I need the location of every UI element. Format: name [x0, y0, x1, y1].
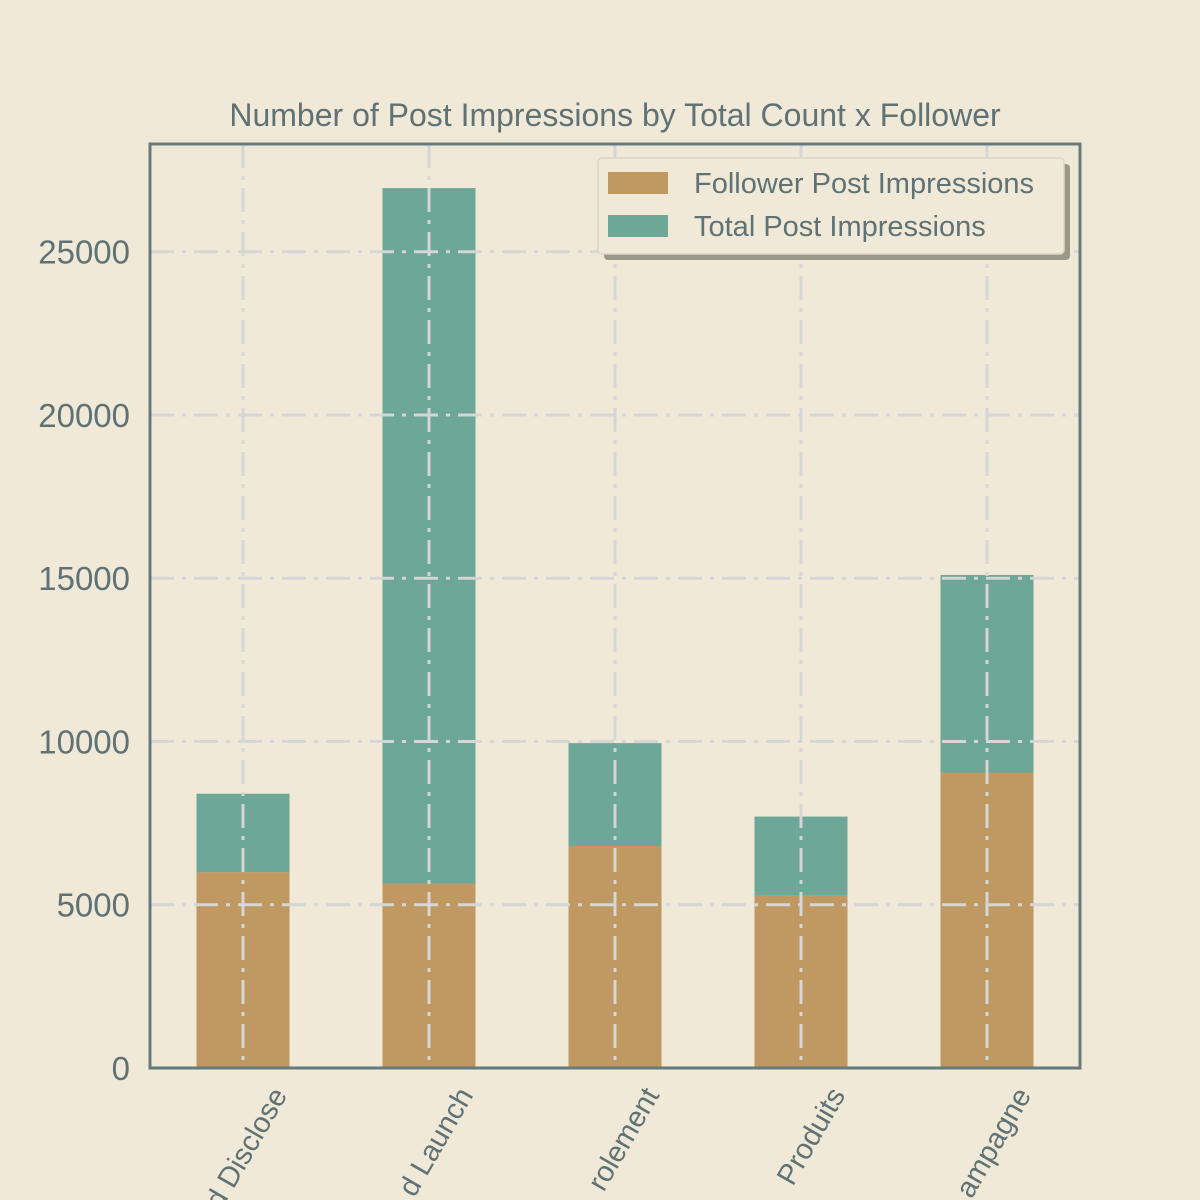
x-tick-label-0: d Disclose	[199, 1083, 294, 1200]
y-tick-label-5: 25000	[38, 234, 130, 271]
x-axis-ticks: d Disclose d Launch rolement Produits ampagn…	[199, 1083, 1038, 1200]
y-tick-label-2: 10000	[38, 723, 130, 760]
legend-box	[597, 157, 1065, 255]
legend: Follower Post Impressions Total Post Imp…	[597, 157, 1070, 260]
chart-title: Number of Post Impressions by Total Coun…	[229, 97, 1001, 133]
legend-swatch-total	[608, 215, 668, 237]
y-tick-label-4: 20000	[38, 397, 130, 434]
y-tick-label-0: 0	[112, 1050, 130, 1087]
y-tick-label-1: 5000	[57, 887, 130, 924]
x-tick-label-1: d Launch	[393, 1083, 480, 1200]
x-tick-label-3: Produits	[771, 1083, 852, 1191]
y-tick-label-3: 15000	[38, 560, 130, 597]
legend-label-total: Total Post Impressions	[694, 211, 986, 243]
grid-layer	[150, 144, 1080, 1068]
legend-label-follower: Follower Post Impressions	[694, 168, 1034, 200]
plot-frame	[148, 142, 1082, 1070]
x-tick-label-2: rolement	[582, 1083, 666, 1197]
x-tick-label-4: ampagne	[950, 1083, 1038, 1200]
y-axis-ticks: 0 5000 10000 15000 20000 25000	[38, 234, 130, 1087]
legend-swatch-follower	[608, 172, 668, 194]
